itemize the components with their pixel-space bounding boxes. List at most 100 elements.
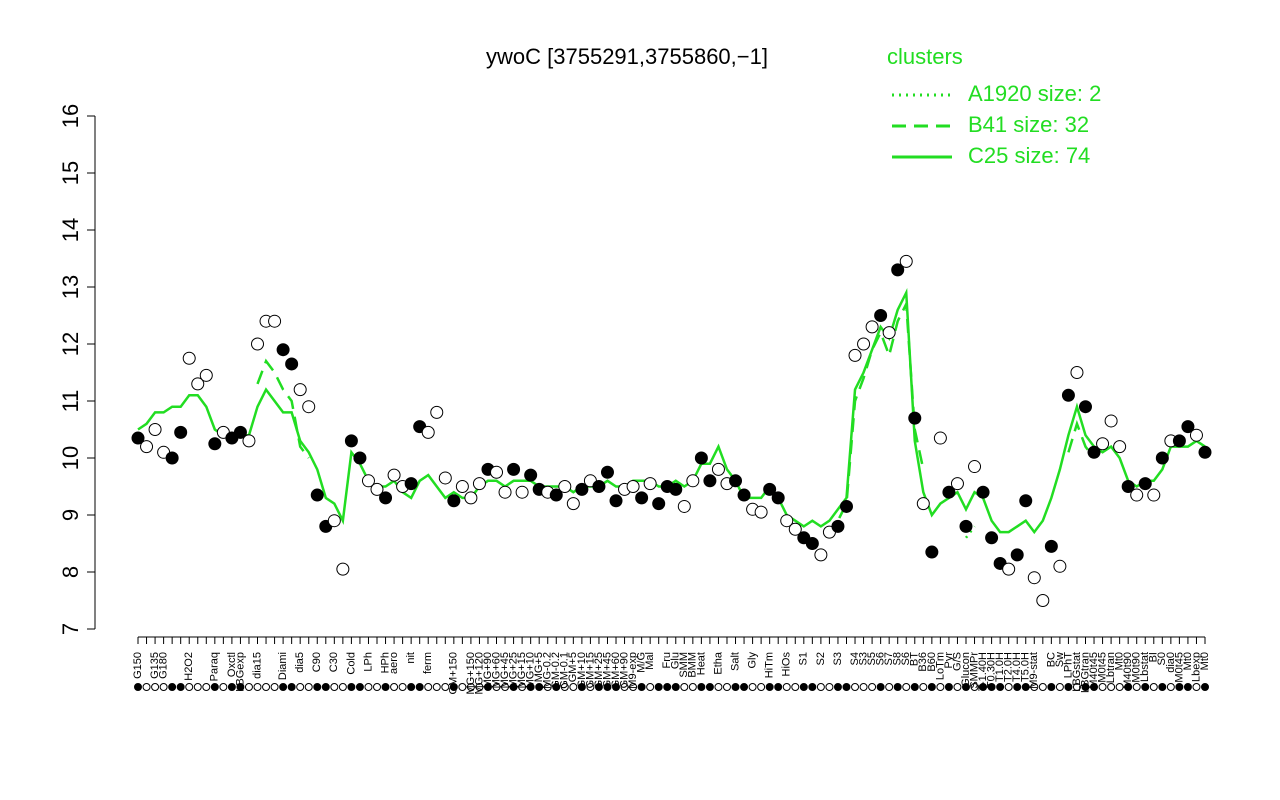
x-tick-label: GM+45 xyxy=(601,652,613,688)
rug-point xyxy=(1166,683,1175,691)
point xyxy=(1019,494,1033,508)
rug-point xyxy=(338,683,347,691)
rug-point xyxy=(893,683,902,691)
point xyxy=(788,522,802,536)
rug-point xyxy=(304,683,313,691)
rug-point xyxy=(202,683,211,691)
point xyxy=(933,431,947,445)
point xyxy=(694,451,708,465)
x-tick-label: M/G xyxy=(636,652,648,673)
x-tick-label: GM+60 xyxy=(610,652,622,688)
point xyxy=(1155,451,1169,465)
rug-point xyxy=(953,683,962,691)
rug-point xyxy=(876,683,885,691)
rug-point xyxy=(825,683,834,691)
rug-point xyxy=(390,683,399,691)
rug-point xyxy=(441,683,450,691)
x-tick-label: GM+25 xyxy=(593,652,605,688)
point xyxy=(737,488,751,502)
rug-point xyxy=(543,683,552,691)
point xyxy=(353,451,367,465)
point xyxy=(976,485,990,499)
point xyxy=(336,562,350,576)
rug-point xyxy=(987,683,996,691)
point xyxy=(959,519,973,533)
rug-point xyxy=(142,683,151,691)
rug-point xyxy=(748,683,757,691)
rug-point xyxy=(1098,683,1107,691)
point xyxy=(379,491,393,505)
rug-point xyxy=(321,683,330,691)
x-tick-label: MG+150 xyxy=(465,652,477,695)
point xyxy=(327,514,341,528)
x-tick-label: Cold xyxy=(345,652,357,675)
point xyxy=(524,468,538,482)
rug-point xyxy=(680,683,689,691)
point xyxy=(370,482,384,496)
point xyxy=(1002,562,1016,576)
rug-point xyxy=(1183,683,1192,691)
point xyxy=(549,488,563,502)
point xyxy=(507,462,521,476)
point xyxy=(592,480,606,493)
point xyxy=(729,474,743,488)
rug-point xyxy=(1030,683,1039,691)
rug-point xyxy=(765,683,774,691)
legend-label: A1920 size: 2 xyxy=(968,81,1101,106)
x-tick-label: Paraq xyxy=(209,652,221,681)
x-tick-label: S3 xyxy=(832,652,844,665)
point xyxy=(643,477,657,491)
rug-point xyxy=(509,683,518,691)
rug-point xyxy=(364,683,373,691)
x-tick-label: B36 xyxy=(917,652,929,672)
point xyxy=(131,431,145,445)
point xyxy=(780,514,794,528)
x-tick-label: Lbexp xyxy=(1190,652,1202,682)
point xyxy=(891,263,905,277)
x-tick-label: LBGexp xyxy=(234,652,246,692)
rug-point xyxy=(902,683,911,691)
point xyxy=(1070,366,1084,379)
rug-point xyxy=(722,683,731,691)
point xyxy=(302,400,316,414)
rug-point xyxy=(407,683,416,691)
rug-point xyxy=(791,683,800,691)
x-tick-label: Pyr xyxy=(943,652,955,669)
rug-point xyxy=(347,683,356,691)
point xyxy=(925,545,939,559)
x-tick-label: BI xyxy=(1148,652,1160,662)
point xyxy=(1027,571,1041,585)
rug-point xyxy=(1107,683,1116,691)
x-tick-label: LPhT xyxy=(1062,652,1074,679)
rug-point xyxy=(1090,683,1099,691)
x-tick-label: MG+5 xyxy=(533,652,545,682)
y-tick-label: 11 xyxy=(58,390,83,413)
x-tick-label: S1 xyxy=(798,652,810,665)
x-tick-label: Sw xyxy=(1054,652,1066,667)
rug-point xyxy=(1013,683,1022,691)
rug-point xyxy=(1064,683,1073,691)
rug-point xyxy=(833,683,842,691)
rug-point xyxy=(227,683,236,691)
point xyxy=(558,480,572,493)
rug-point xyxy=(731,683,740,691)
x-tick-label: S5 xyxy=(866,652,878,665)
rug-point xyxy=(1004,683,1013,691)
rug-point xyxy=(868,683,877,691)
rug-point xyxy=(1038,683,1047,691)
point xyxy=(848,348,862,362)
rug-point xyxy=(1175,683,1184,691)
rug-point xyxy=(518,683,527,691)
x-tick-label: Glu xyxy=(670,652,682,669)
rug-point xyxy=(262,683,271,691)
point xyxy=(805,537,819,550)
point xyxy=(438,471,452,485)
rug-point xyxy=(979,683,988,691)
rug-point xyxy=(944,683,953,691)
point xyxy=(874,309,888,322)
x-tick-label: BC xyxy=(1045,652,1057,667)
point xyxy=(1061,388,1075,402)
x-tick-label: S2 xyxy=(815,652,827,665)
rug-point xyxy=(475,683,484,691)
rug-point xyxy=(185,683,194,691)
